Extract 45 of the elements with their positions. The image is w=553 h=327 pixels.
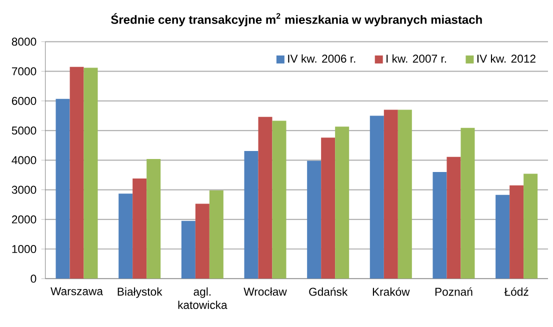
x-tick-label: Gdańsk — [309, 287, 348, 296]
bar — [370, 116, 384, 279]
x-tick-label: Poznań — [435, 287, 472, 296]
x-tick-label: Warszawa — [50, 287, 103, 296]
legend-label: I kw. 2007 r. — [386, 54, 446, 63]
y-tick-label: 2000 — [12, 215, 36, 224]
bar — [181, 220, 196, 279]
bar — [209, 190, 224, 279]
x-tick-label: Wrocław — [244, 287, 287, 296]
y-tick-label: 0 — [30, 274, 36, 283]
bar — [496, 194, 510, 279]
y-tick-label: 1000 — [12, 245, 36, 254]
x-tick-label: agl. katowicka — [178, 287, 228, 310]
bar — [335, 126, 350, 279]
bar — [132, 178, 147, 279]
bar — [432, 172, 447, 279]
y-tick-label: 7000 — [12, 67, 36, 76]
bar — [146, 158, 161, 279]
bar — [460, 128, 475, 279]
legend-label: IV kw. 2006 r. — [288, 54, 356, 63]
bar — [272, 120, 286, 279]
x-tick-label: Białystok — [118, 287, 162, 298]
bar — [56, 98, 70, 279]
legend-label: IV kw. 2012 — [477, 54, 536, 63]
bar — [70, 66, 84, 279]
bar — [195, 204, 210, 279]
y-tick-label: 3000 — [12, 186, 36, 194]
y-tick-label: 4000 — [12, 156, 36, 164]
x-tick-label: Kraków — [372, 287, 410, 296]
y-tick-label: 5000 — [12, 126, 36, 135]
y-tick-label: 6000 — [12, 96, 36, 105]
bar — [321, 138, 336, 279]
bar — [258, 116, 272, 279]
bar — [244, 150, 258, 279]
y-tick-label: 8000 — [12, 38, 36, 46]
bar — [524, 174, 538, 279]
bar — [118, 194, 133, 279]
bar — [307, 160, 322, 279]
x-tick-label: Łódź — [504, 287, 528, 296]
bar — [510, 185, 524, 279]
bar — [384, 110, 398, 279]
bar — [84, 68, 98, 279]
bar — [446, 156, 461, 279]
chart-title: Średnie ceny transakcyjne m$^{2}$ mieszkania w wybranych miastach — [111, 13, 482, 26]
bar — [398, 110, 412, 279]
